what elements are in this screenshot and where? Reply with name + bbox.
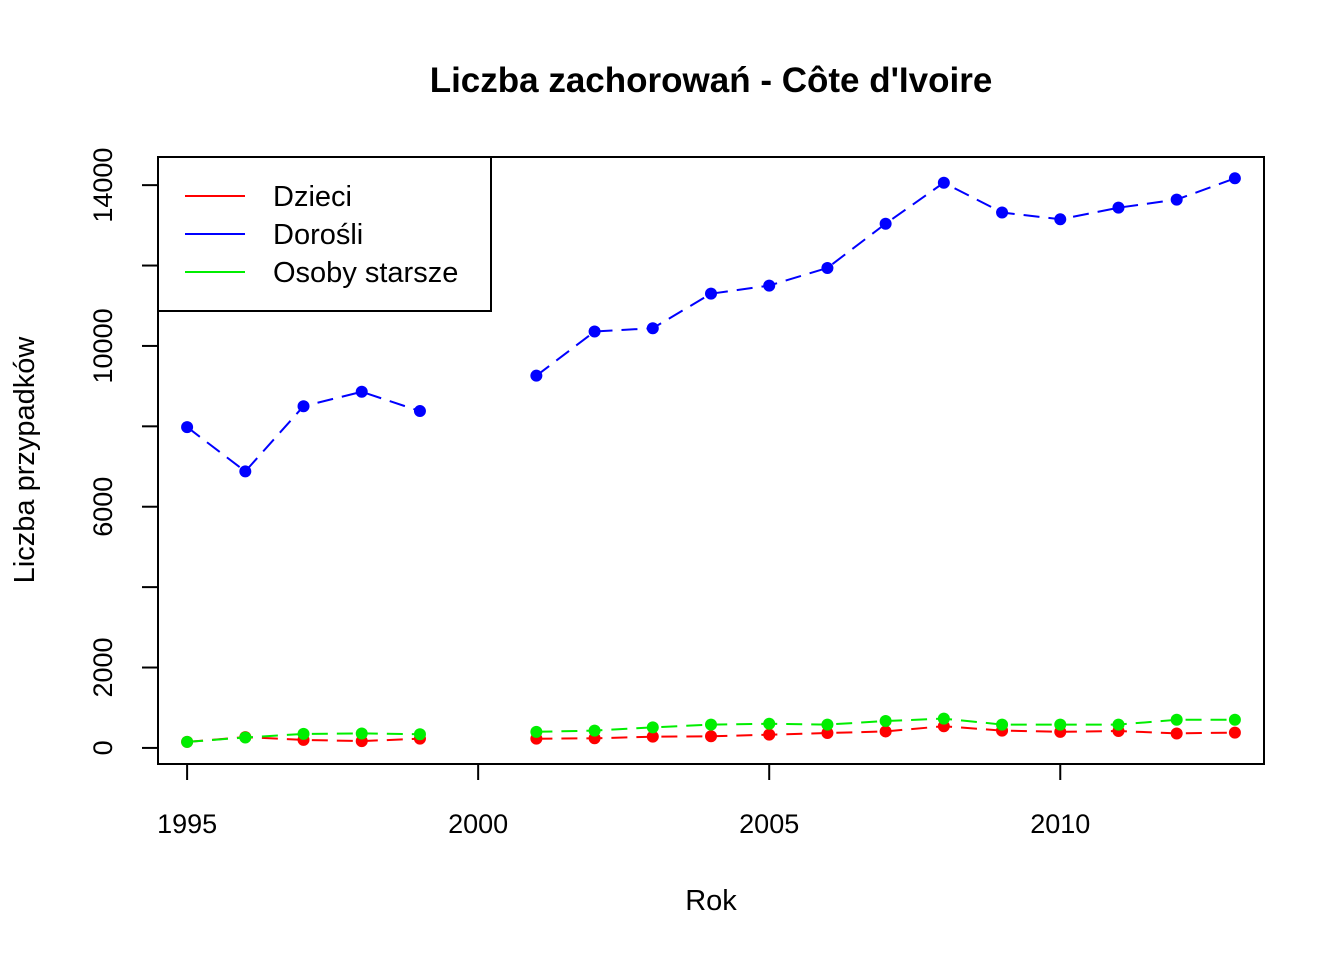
series-2 [181,712,1241,748]
data-point [879,725,892,738]
data-point [937,712,950,725]
data-point [763,728,776,741]
data-point [588,325,601,338]
data-point [181,421,194,434]
data-point [1170,193,1183,206]
x-tick-label: 2005 [739,809,799,839]
data-point [1228,172,1241,185]
data-point [821,727,834,740]
data-point [355,385,368,398]
data-point [763,717,776,730]
y-tick-label: 10000 [88,308,118,383]
data-point [1228,713,1241,726]
series-layer [181,172,1241,748]
series-line [187,732,420,743]
data-point [530,369,543,382]
data-point [1054,213,1067,226]
data-point [879,714,892,727]
data-point [705,287,717,300]
y-tick-label: 14000 [88,148,118,223]
data-point [588,724,601,737]
data-point [705,718,717,731]
data-point [181,735,194,748]
y-tick-label: 2000 [88,637,118,697]
data-point [763,279,776,292]
series-line [535,177,1236,377]
data-point [1170,713,1183,726]
data-point [1112,201,1125,214]
legend-label: Dorośli [273,219,363,251]
y-tick-label: 6000 [88,477,118,537]
y-axis-label: Liczba przypadków [9,336,41,584]
x-axis: 1995 2000 2005 2010 [157,763,1090,839]
x-axis-label: Rok [685,885,737,917]
x-tick-label: 2000 [448,809,508,839]
legend-label: Dzieci [273,181,352,213]
x-tick-label: 2010 [1030,809,1090,839]
series-1 [181,172,1241,478]
data-point [530,725,543,738]
data-point [937,176,950,189]
data-point [1054,718,1067,731]
data-point [821,261,834,274]
data-point [413,728,426,741]
data-point [239,731,252,744]
data-point [821,718,834,731]
data-point [413,405,426,418]
x-tick-label: 1995 [157,809,217,839]
data-point [646,730,659,743]
y-tick-label: 0 [88,740,118,755]
data-point [355,727,368,740]
data-point [646,721,659,734]
data-point [297,727,310,740]
data-point [239,465,252,478]
data-point [1228,726,1241,739]
y-axis: 0 2000 6000 10000 14000 [88,148,158,755]
data-point [646,322,659,335]
data-point [1112,718,1125,731]
legend-label: Osoby starsze [273,257,458,289]
chart-title: Liczba zachorowań - Côte d'Ivoire [430,61,993,100]
data-point [297,400,310,413]
data-point [996,206,1009,219]
data-point [879,217,892,230]
legend: Dzieci Dorośli Osoby starsze [157,156,492,312]
data-point [705,730,717,743]
data-point [1170,727,1183,740]
data-point [996,718,1009,731]
